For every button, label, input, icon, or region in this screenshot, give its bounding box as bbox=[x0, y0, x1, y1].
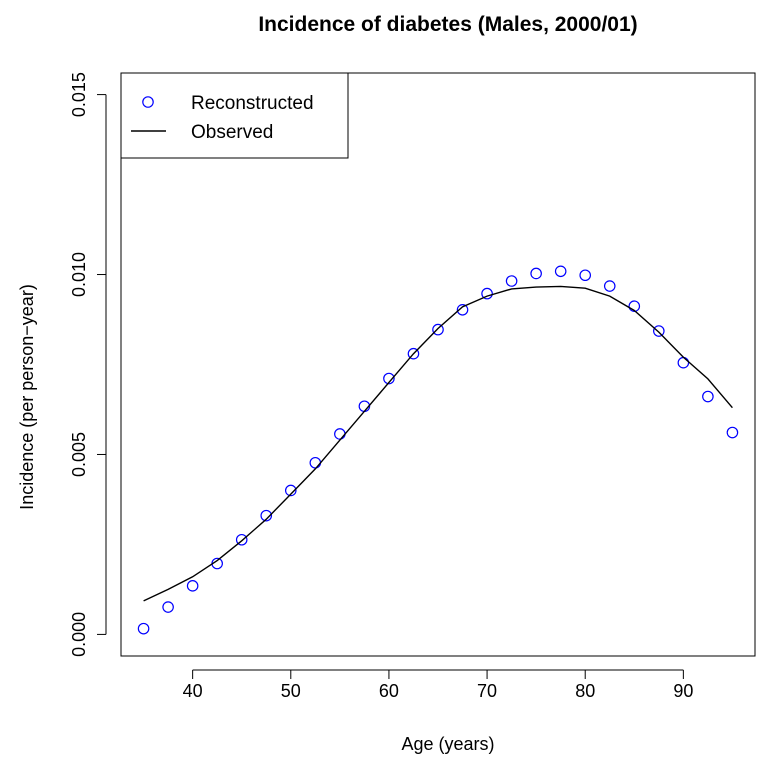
legend-label-observed: Observed bbox=[191, 122, 273, 143]
reconstructed-point bbox=[603, 280, 616, 292]
reconstructed-point bbox=[456, 303, 469, 316]
y-tick-label: 0.010 bbox=[69, 252, 89, 297]
reconstructed-point bbox=[334, 428, 346, 440]
reconstructed-point bbox=[505, 275, 518, 287]
reconstructed-point bbox=[407, 347, 420, 360]
reconstructed-point bbox=[284, 484, 297, 497]
y-tick-label: 0.015 bbox=[69, 72, 89, 117]
x-tick-label: 90 bbox=[673, 681, 693, 701]
legend-box bbox=[120, 72, 349, 159]
reconstructed-point bbox=[137, 622, 150, 635]
reconstructed-point bbox=[186, 580, 199, 592]
plot-frame bbox=[120, 72, 756, 657]
y-axis: 0.000 0.005 0.010 0.015 bbox=[69, 72, 107, 657]
x-tick-label: 50 bbox=[281, 681, 301, 701]
x-tick-label: 70 bbox=[477, 681, 497, 701]
reconstructed-point bbox=[432, 323, 444, 336]
x-axis-label: Age (years) bbox=[401, 734, 494, 754]
reconstructed-point bbox=[554, 265, 567, 278]
reconstructed-point bbox=[530, 267, 542, 280]
reconstructed-point bbox=[579, 269, 592, 282]
observed-line bbox=[143, 285, 733, 602]
reconstructed-point bbox=[726, 426, 739, 439]
plot-area bbox=[120, 72, 756, 657]
legend-marker-reconstructed bbox=[142, 96, 154, 108]
reconstructed-point bbox=[235, 533, 248, 546]
reconstructed-point bbox=[653, 325, 665, 337]
reconstructed-point bbox=[481, 287, 493, 300]
legend: Reconstructed Observed bbox=[120, 72, 349, 159]
chart-title: Incidence of diabetes (Males, 2000/01) bbox=[258, 13, 637, 36]
x-tick-label: 60 bbox=[379, 681, 399, 701]
y-tick-label: 0.000 bbox=[69, 612, 89, 657]
reconstructed-point bbox=[309, 456, 322, 469]
reconstructed-point bbox=[383, 372, 395, 385]
reconstructed-point bbox=[677, 356, 690, 369]
legend-label-reconstructed: Reconstructed bbox=[191, 93, 314, 114]
y-axis-label: Incidence (per person−year) bbox=[17, 284, 37, 510]
reconstructed-point bbox=[702, 390, 714, 403]
x-axis: 40 50 60 70 80 90 bbox=[183, 669, 693, 701]
x-tick-label: 80 bbox=[575, 681, 595, 701]
y-tick-label: 0.005 bbox=[69, 432, 89, 477]
x-tick-label: 40 bbox=[183, 681, 203, 701]
reconstructed-point bbox=[162, 601, 174, 613]
reconstructed-point bbox=[260, 509, 273, 522]
